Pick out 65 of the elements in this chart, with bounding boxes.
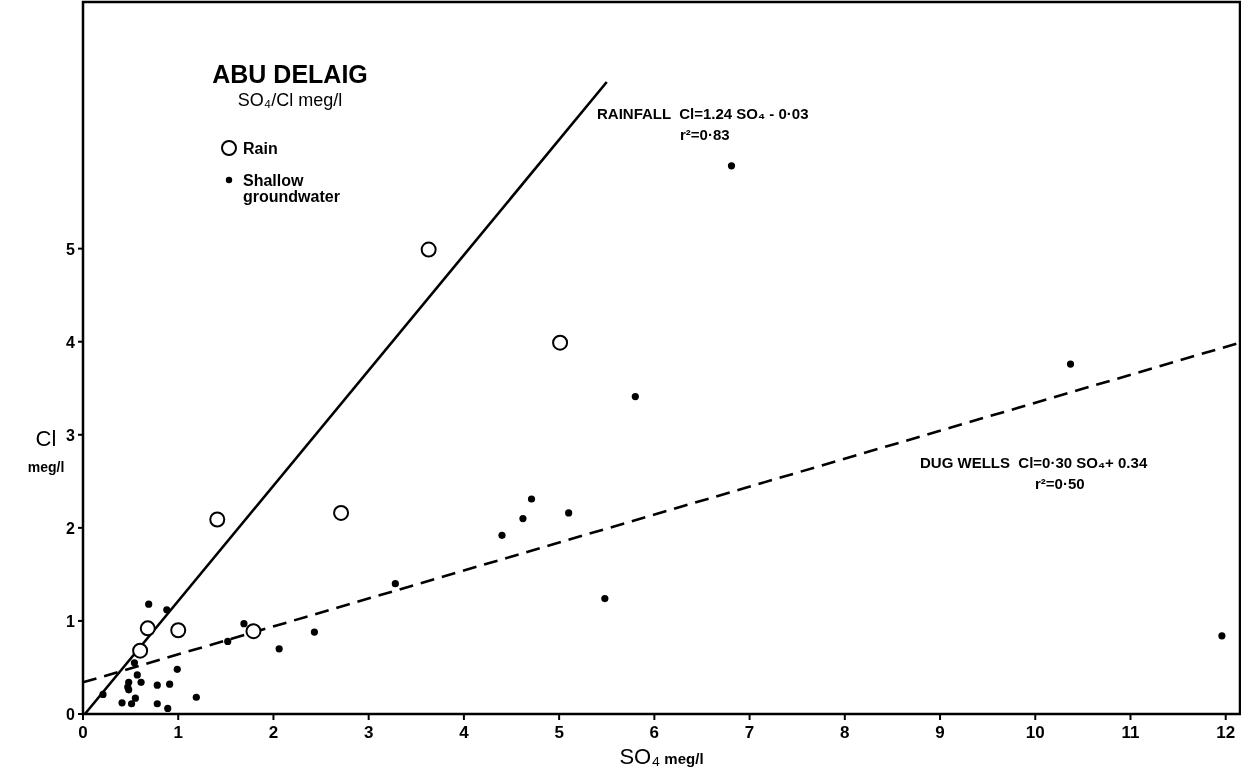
point (727, 162, 736, 170)
point (118, 699, 126, 707)
annotation: r²=0·50 (1035, 475, 1085, 492)
x-tick-label: 4 (459, 723, 470, 742)
y-tick-label: 2 (66, 519, 76, 537)
x-tick-label: 3 (363, 723, 374, 742)
x-tick-label: 2 (268, 723, 279, 742)
x-tick-label: 9 (935, 723, 945, 742)
annotation: RAINFALL Cl=1.24 SO₄ - 0·03 (597, 105, 809, 122)
point (173, 665, 181, 673)
point (130, 659, 139, 667)
point (333, 504, 350, 521)
point (164, 704, 172, 713)
point (275, 645, 283, 653)
x-tick-label: 5 (554, 723, 564, 742)
point (224, 637, 232, 645)
y-tick-label: 1 (66, 612, 76, 630)
x-tick-label: 0 (78, 723, 88, 742)
x-tick-label: 1 (173, 723, 183, 742)
point (552, 334, 569, 351)
y-tick-label: 0 (66, 706, 76, 723)
point (133, 671, 141, 679)
x-tick-label: 8 (840, 723, 850, 742)
point (127, 700, 136, 708)
point (170, 622, 187, 639)
point (131, 694, 139, 702)
point (240, 620, 248, 628)
x-tick-label: 12 (1216, 723, 1236, 742)
point (153, 681, 161, 689)
x-tick-label: 7 (744, 723, 755, 742)
legend-label: Shallow groundwater (243, 172, 340, 205)
y-tick-label: 5 (66, 240, 76, 258)
point (565, 509, 573, 517)
annotation: DUG WELLS Cl=0·30 SO₄+ 0.34 (920, 454, 1148, 471)
point (1066, 360, 1075, 368)
point (498, 531, 506, 539)
x-tick-label: 11 (1121, 723, 1140, 742)
point (139, 620, 156, 637)
x-tick-label: 6 (649, 723, 660, 742)
text: ABU DELAIG (212, 60, 368, 88)
point (245, 623, 262, 640)
point (192, 693, 200, 701)
legend-label: Rain (243, 140, 278, 157)
point (391, 580, 399, 588)
point (631, 393, 639, 401)
y-tick-label: 4 (66, 333, 76, 351)
x-axis-title: SO₄ meg/l (619, 744, 704, 769)
point (519, 514, 527, 523)
point (420, 241, 437, 258)
point (310, 628, 318, 636)
point (99, 690, 107, 699)
x-tick-label: 10 (1025, 723, 1045, 742)
y-tick-label: 3 (66, 426, 76, 444)
point (137, 678, 145, 686)
point (209, 511, 226, 528)
point (527, 495, 536, 503)
annotation: r²=0·83 (680, 126, 730, 143)
text: SO₄/Cl meg/l (237, 90, 343, 110)
point (145, 600, 153, 608)
point (132, 642, 149, 659)
point (1218, 632, 1226, 640)
point (166, 680, 174, 688)
point (153, 700, 161, 708)
point (601, 594, 609, 603)
point (163, 606, 171, 614)
